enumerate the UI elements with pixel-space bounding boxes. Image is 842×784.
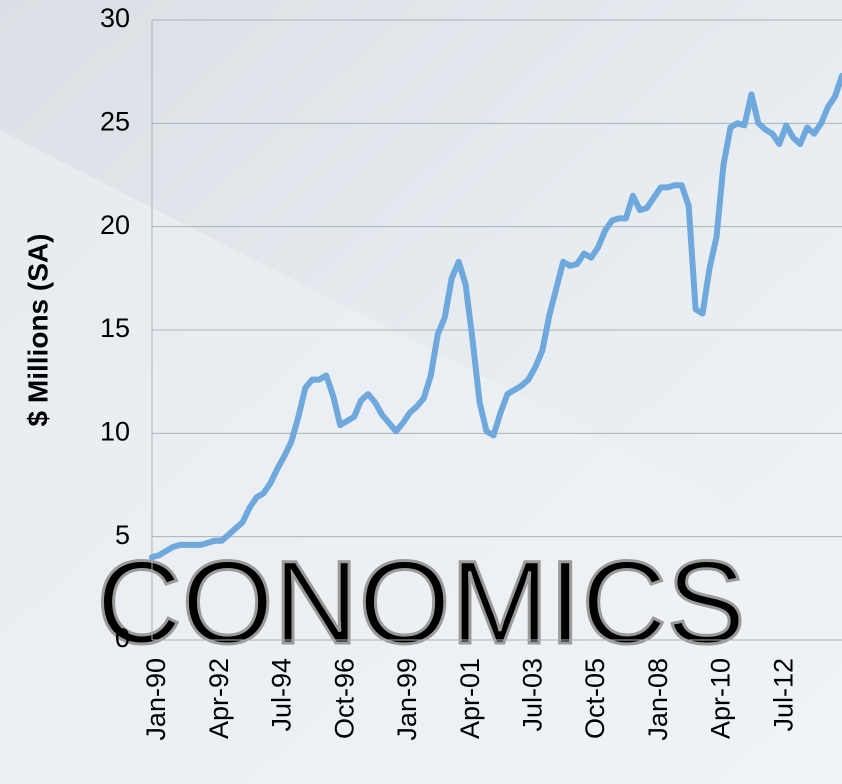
y-tick-label: 30 <box>100 3 130 33</box>
chart: CONOMICS $ Millions (SA) 0 5 10 15 20 25 30 Jan… <box>0 0 842 784</box>
watermark: CONOMICS <box>97 537 746 669</box>
x-tick-label: Apr-10 <box>706 658 736 739</box>
y-tick-label: 25 <box>100 106 130 136</box>
x-tick-label: Oct-05 <box>580 658 610 739</box>
y-tick-label: 10 <box>100 416 130 446</box>
x-tick-label: Jan-08 <box>643 658 673 741</box>
x-tick-label: Jan-90 <box>141 658 171 741</box>
y-tick-label: 5 <box>115 520 130 550</box>
x-tick-label: Jul-94 <box>267 658 297 732</box>
x-tick-label: Apr-01 <box>455 658 485 739</box>
y-axis-title: $ Millions (SA) <box>22 234 53 427</box>
x-tick-label: Jan-99 <box>392 658 422 741</box>
x-tick-label: Jul-03 <box>517 658 547 732</box>
x-tick-label: Oct-96 <box>329 658 359 739</box>
y-tick-label: 0 <box>115 623 130 653</box>
y-tick-label: 20 <box>100 210 130 240</box>
x-tick-label: Apr-92 <box>204 658 234 739</box>
x-tick-label: Jul-12 <box>768 658 798 732</box>
y-tick-label: 15 <box>100 313 130 343</box>
